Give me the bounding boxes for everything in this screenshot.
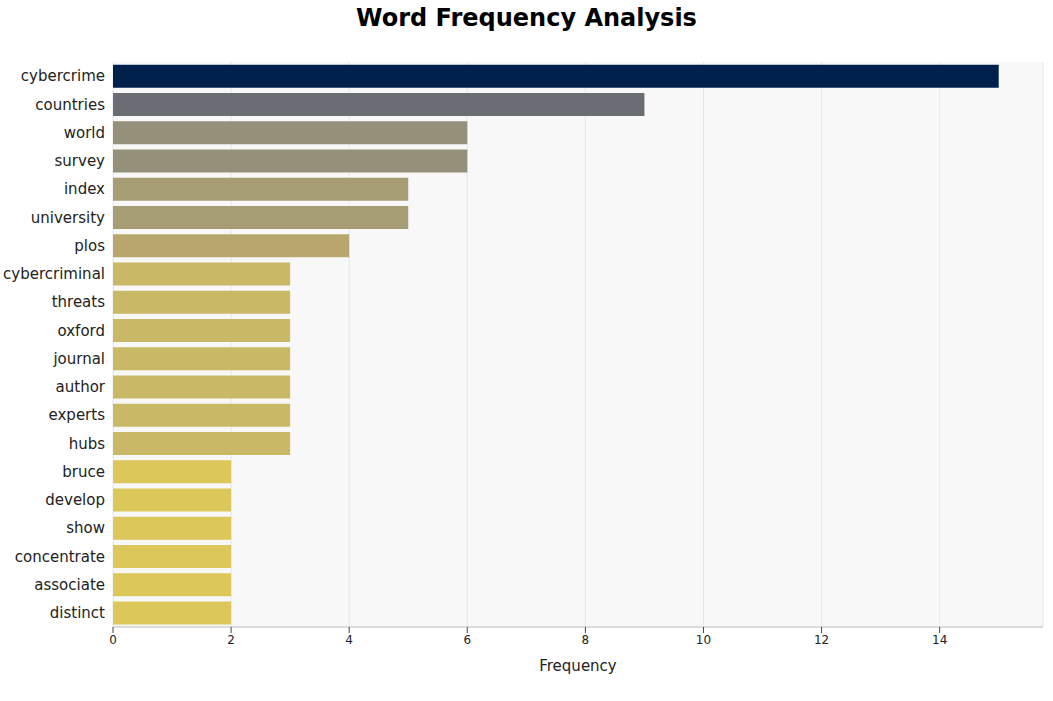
svg-text:experts: experts <box>49 406 106 424</box>
svg-text:university: university <box>31 209 105 227</box>
svg-text:bruce: bruce <box>62 463 105 481</box>
svg-text:14: 14 <box>932 633 947 647</box>
svg-text:journal: journal <box>52 350 105 368</box>
svg-text:12: 12 <box>814 633 829 647</box>
svg-text:0: 0 <box>109 633 117 647</box>
svg-text:4: 4 <box>345 633 353 647</box>
svg-text:world: world <box>64 124 105 142</box>
svg-text:countries: countries <box>35 96 105 114</box>
svg-text:oxford: oxford <box>58 322 105 340</box>
svg-text:6: 6 <box>463 633 471 647</box>
svg-text:survey: survey <box>55 152 106 170</box>
svg-text:plos: plos <box>74 237 105 255</box>
svg-text:cybercriminal: cybercriminal <box>8 265 105 283</box>
svg-text:threats: threats <box>52 293 106 311</box>
svg-text:author: author <box>56 378 106 396</box>
svg-text:hubs: hubs <box>69 435 106 453</box>
svg-text:concentrate: concentrate <box>15 548 105 566</box>
svg-text:2: 2 <box>227 633 235 647</box>
svg-text:cybercrime: cybercrime <box>21 67 105 85</box>
html-text:Word Frequency Analysis: Word Frequency Analysis <box>356 4 697 32</box>
svg-text:10: 10 <box>696 633 711 647</box>
svg-text:distinct: distinct <box>50 604 105 622</box>
svg-text:associate: associate <box>34 576 105 594</box>
svg-text:show: show <box>66 519 105 537</box>
svg-text:index: index <box>64 180 105 198</box>
svg-text:8: 8 <box>582 633 590 647</box>
svg-text:Frequency: Frequency <box>539 657 617 675</box>
svg-text:develop: develop <box>45 491 105 509</box>
